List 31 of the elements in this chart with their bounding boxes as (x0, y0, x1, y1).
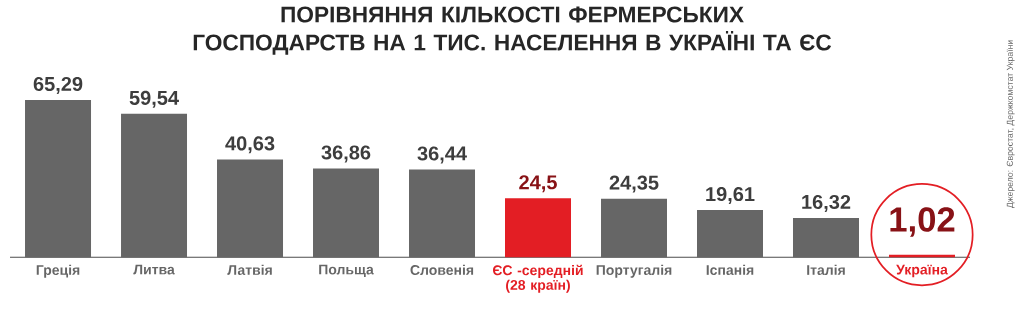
chart-title: ПОРІВНЯННЯ КІЛЬКОСТІ ФЕРМЕРСЬКИХ ГОСПОДАРСТВ НА 1 ТИС. НАСЕЛЕННЯ В УКРАЇНІ ТА ЄС (193, 6, 832, 55)
bar (25, 99, 92, 258)
bar (313, 168, 380, 258)
x-tick-label: Литва (133, 264, 175, 275)
bar (505, 198, 572, 258)
x-tick-label: Греція (36, 264, 80, 278)
data-label: 24,35 (609, 175, 659, 193)
data-label: 65,29 (33, 76, 83, 94)
bar (121, 113, 188, 258)
bar (217, 159, 284, 258)
x-tick-label: ЄС -середній (28 країн) (493, 264, 583, 293)
data-label: 1,02 (890, 207, 955, 237)
x-tick-label: Польща (319, 264, 374, 278)
x-tick-label: Латвія (227, 264, 272, 275)
x-tick-label: Словенія (410, 264, 474, 275)
bar (793, 217, 859, 258)
data-label: 24,5 (519, 175, 557, 193)
x-tick-label: Іспанія (706, 264, 754, 275)
data-label: 40,63 (225, 136, 275, 154)
x-tick-label: Україна (896, 264, 948, 278)
data-label: 36,86 (321, 145, 371, 163)
data-label: 36,44 (417, 146, 467, 164)
data-label: 19,61 (706, 186, 755, 205)
bar (601, 198, 667, 258)
data-label: 59,54 (129, 90, 179, 108)
bar (697, 210, 763, 258)
data-label: 16,32 (802, 194, 851, 212)
text: Джерело: Євростат, Держкомстат України (1006, 40, 1015, 209)
x-tick-label: Італія (807, 264, 845, 275)
bar (409, 169, 476, 258)
x-tick-label: Португалія (596, 264, 672, 278)
